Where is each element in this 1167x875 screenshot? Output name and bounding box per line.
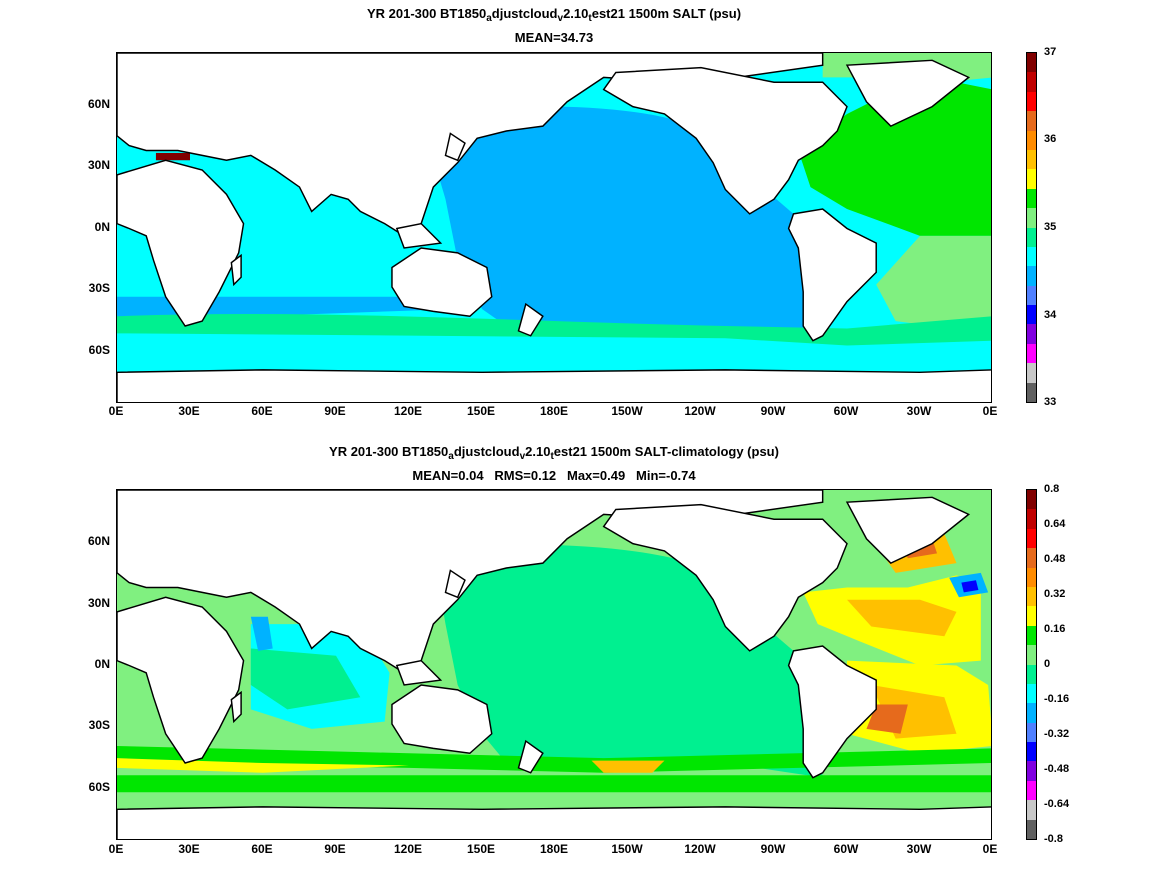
x-tick: 60W <box>833 842 859 856</box>
y-tick: 30S <box>88 718 110 732</box>
colorbar-segment <box>1027 742 1036 762</box>
colorbar-segment <box>1027 490 1036 510</box>
x-tick: 60E <box>251 404 273 418</box>
colorbar-tick: 0.8 <box>1044 483 1060 495</box>
panel1-title: YR 201-300 BT1850adjustcloudv2.10test21 … <box>366 6 742 24</box>
colorbar-segment <box>1027 149 1036 170</box>
colorbar-segment <box>1027 305 1036 325</box>
colorbar-segment <box>1027 703 1036 723</box>
colorbar-segment <box>1027 382 1036 403</box>
colorbar-tick: 35 <box>1044 221 1057 233</box>
colorbar-tick: 33 <box>1044 396 1057 408</box>
colorbar-salt <box>1026 52 1037 403</box>
colorbar-segment <box>1027 664 1036 684</box>
y-tick: 30N <box>87 596 110 610</box>
colorbar-segment <box>1027 111 1036 131</box>
x-tick: 60E <box>251 842 273 856</box>
colorbar-tick: -0.64 <box>1044 798 1070 810</box>
colorbar-segment <box>1027 761 1036 781</box>
colorbar-segment <box>1027 586 1036 607</box>
colorbar-tick: -0.8 <box>1044 833 1063 845</box>
colorbar-tick: 36 <box>1044 133 1057 145</box>
colorbar-segment <box>1027 683 1036 704</box>
y-tick: 30S <box>88 281 110 295</box>
colorbar-segment <box>1027 548 1036 568</box>
x-tick: 150W <box>611 404 643 418</box>
colorbar-segment <box>1027 324 1036 344</box>
y-tick: 60S <box>88 343 110 357</box>
y-tick: 60N <box>87 534 110 548</box>
x-tick: 120E <box>393 404 423 418</box>
colorbar-segment <box>1027 208 1036 228</box>
colorbar-segment <box>1027 53 1036 73</box>
colorbar-segment <box>1027 567 1036 587</box>
x-tick: 90W <box>760 842 786 856</box>
x-tick: 60W <box>833 404 859 418</box>
colorbar-segment <box>1027 343 1036 364</box>
y-tick: 0N <box>94 220 110 234</box>
colorbar-segment <box>1027 363 1036 383</box>
x-tick: 30E <box>178 404 200 418</box>
y-tick: 0N <box>94 657 110 671</box>
x-tick: 120E <box>393 842 423 856</box>
x-tick: 0E <box>982 842 998 856</box>
colorbar-tick: 0.64 <box>1044 518 1066 530</box>
colorbar-segment <box>1027 285 1036 306</box>
y-tick: 30N <box>87 158 110 172</box>
colorbar-anomaly <box>1026 489 1037 840</box>
colorbar-segment <box>1027 188 1036 209</box>
colorbar-segment <box>1027 169 1036 189</box>
salt-map <box>117 53 991 402</box>
colorbar-tick: 0.16 <box>1044 623 1066 635</box>
colorbar-tick: 34 <box>1044 309 1057 321</box>
x-tick: 180E <box>539 842 569 856</box>
colorbar-segment <box>1027 819 1036 840</box>
colorbar-tick: 37 <box>1044 46 1057 58</box>
x-tick: 90E <box>324 404 346 418</box>
x-tick: 30W <box>906 404 932 418</box>
x-tick: 30E <box>178 842 200 856</box>
y-tick: 60S <box>88 780 110 794</box>
colorbar-segment <box>1027 72 1036 92</box>
x-tick: 90E <box>324 842 346 856</box>
colorbar-segment <box>1027 227 1036 247</box>
panel2-map <box>116 489 992 840</box>
x-tick: 0E <box>108 404 124 418</box>
colorbar-segment <box>1027 91 1036 112</box>
x-tick: 120W <box>684 842 716 856</box>
colorbar-segment <box>1027 780 1036 801</box>
x-tick: 150E <box>466 404 496 418</box>
y-tick: 60N <box>87 97 110 111</box>
colorbar-tick: 0 <box>1044 658 1051 670</box>
colorbar-tick: -0.32 <box>1044 728 1070 740</box>
x-tick: 0E <box>982 404 998 418</box>
colorbar-segment <box>1027 645 1036 665</box>
colorbar-segment <box>1027 606 1036 626</box>
salt-anomaly-map <box>117 490 991 839</box>
colorbar-segment <box>1027 509 1036 529</box>
colorbar-tick: 0.32 <box>1044 588 1066 600</box>
colorbar-tick: -0.48 <box>1044 763 1070 775</box>
x-tick: 90W <box>760 404 786 418</box>
x-tick: 150E <box>466 842 496 856</box>
x-tick: 120W <box>684 404 716 418</box>
colorbar-segment <box>1027 625 1036 646</box>
colorbar-segment <box>1027 266 1036 286</box>
x-tick: 0E <box>108 842 124 856</box>
panel1-map <box>116 52 992 403</box>
panel2-title: YR 201-300 BT1850adjustcloudv2.10test21 … <box>329 444 779 462</box>
x-tick: 30W <box>906 842 932 856</box>
colorbar-segment <box>1027 528 1036 549</box>
colorbar-segment <box>1027 800 1036 820</box>
panel1-subtitle: MEAN=34.73 <box>514 30 594 45</box>
colorbar-tick: -0.16 <box>1044 693 1070 705</box>
colorbar-segment <box>1027 246 1036 267</box>
colorbar-segment <box>1027 130 1036 150</box>
x-tick: 180E <box>539 404 569 418</box>
colorbar-tick: 0.48 <box>1044 553 1066 565</box>
colorbar-segment <box>1027 722 1036 743</box>
x-tick: 150W <box>611 842 643 856</box>
panel2-subtitle: MEAN=0.04 RMS=0.12 Max=0.49 Min=-0.74 <box>412 468 696 483</box>
